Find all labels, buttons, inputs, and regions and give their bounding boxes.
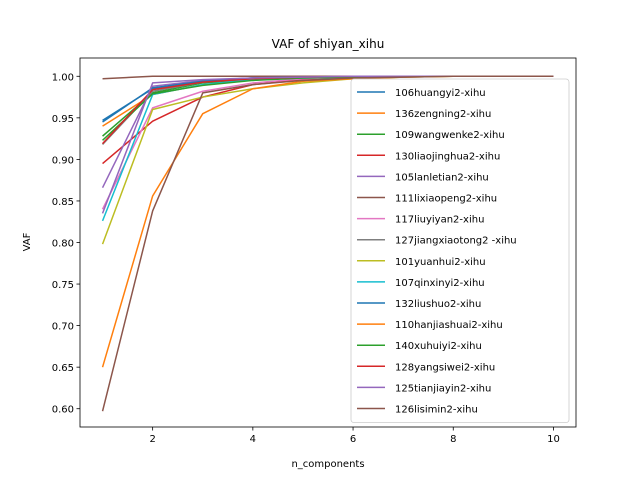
x-axis: 2 4 6 8 10 — [149, 427, 560, 445]
legend-label: 126lisimin2-xihu — [395, 405, 478, 416]
x-tick-label: 6 — [350, 434, 356, 445]
y-tick-label: 0.90 — [52, 155, 74, 166]
y-tick-label: 1.00 — [52, 72, 74, 83]
legend-label: 125tianjiayin2-xihu — [395, 383, 491, 394]
legend-label: 107qinxinyi2-xihu — [395, 278, 485, 289]
chart-title: VAF of shiyan_xihu — [272, 37, 385, 51]
y-axis-label: VAF — [22, 232, 33, 251]
x-tick-label: 4 — [250, 434, 256, 445]
legend-label: 111lixiaopeng2-xihu — [395, 194, 497, 205]
series-layer — [101, 75, 554, 412]
legend-label: 110hanjiashuai2-xihu — [395, 320, 503, 331]
legend-label: 128yangsiwei2-xihu — [395, 362, 495, 373]
y-tick-label: 0.80 — [52, 239, 74, 250]
y-tick-label: 0.60 — [52, 405, 74, 416]
legend-box — [350, 78, 570, 424]
series-line-16 — [101, 75, 554, 412]
legend-label: 127jiangxiaotong2 -xihu — [395, 236, 517, 247]
legend-label: 132liushuo2-xihu — [395, 299, 481, 310]
y-tick-label: 0.65 — [52, 363, 74, 374]
legend-label: 106huangyi2-xihu — [395, 88, 486, 99]
legend-label: 109wangwenke2-xihu — [395, 130, 505, 141]
legend-label: 130liaojinghua2-xihu — [395, 151, 500, 162]
legend-label: 140xuhuiyi2-xihu — [395, 341, 482, 352]
y-tick-label: 0.85 — [52, 197, 74, 208]
y-tick-label: 0.95 — [52, 114, 74, 125]
plot-area: 2 4 6 8 10 0.60 0.65 0.70 0.75 0.80 0.85 0.90 0.95 1… — [52, 57, 577, 445]
y-tick-label: 0.70 — [52, 322, 74, 333]
legend-label: 117liuyiyan2-xihu — [395, 215, 484, 226]
legend-label: 136zengning2-xihu — [395, 109, 491, 120]
y-tick-label: 0.75 — [52, 280, 74, 291]
axes-frame — [79, 57, 577, 428]
legend-label: 105lanletian2-xihu — [395, 172, 489, 183]
x-axis-label: n_components — [291, 459, 364, 470]
y-axis: 0.60 0.65 0.70 0.75 0.80 0.85 0.90 0.95 1.00 — [52, 72, 80, 416]
legend: 106huangyi2-xihu 136zengning2-xihu 109wang… — [350, 78, 570, 424]
x-tick-label: 2 — [149, 434, 155, 445]
legend-label: 101yuanhui2-xihu — [395, 257, 486, 268]
x-tick-label: 8 — [450, 434, 456, 445]
x-tick-label: 10 — [547, 434, 560, 445]
